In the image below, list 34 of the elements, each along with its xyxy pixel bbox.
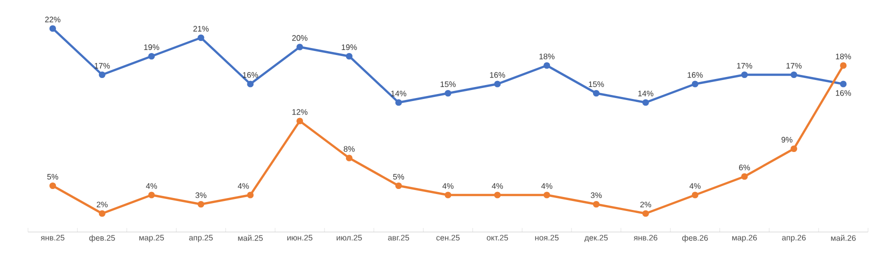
point <box>444 90 452 97</box>
point <box>49 25 56 32</box>
point <box>494 192 501 198</box>
point <box>98 210 106 217</box>
point <box>790 145 798 152</box>
point <box>444 192 452 198</box>
point <box>98 71 106 78</box>
point <box>544 192 550 198</box>
point <box>642 210 649 217</box>
point <box>148 52 155 60</box>
point <box>642 99 649 106</box>
point <box>840 62 847 69</box>
point <box>247 80 254 88</box>
point <box>741 71 748 78</box>
point <box>247 192 254 198</box>
point <box>692 192 698 198</box>
point <box>840 80 847 88</box>
point <box>49 182 56 190</box>
point <box>346 154 352 162</box>
point <box>198 34 204 42</box>
point <box>296 44 304 50</box>
point <box>741 173 748 180</box>
point <box>395 182 402 190</box>
point <box>592 90 600 97</box>
point <box>296 118 304 124</box>
point <box>790 71 798 78</box>
point <box>148 192 155 198</box>
point <box>198 200 204 208</box>
point <box>692 80 698 88</box>
point <box>494 80 501 88</box>
point <box>592 200 600 208</box>
point <box>544 62 550 69</box>
point <box>346 52 352 60</box>
point <box>395 99 402 106</box>
